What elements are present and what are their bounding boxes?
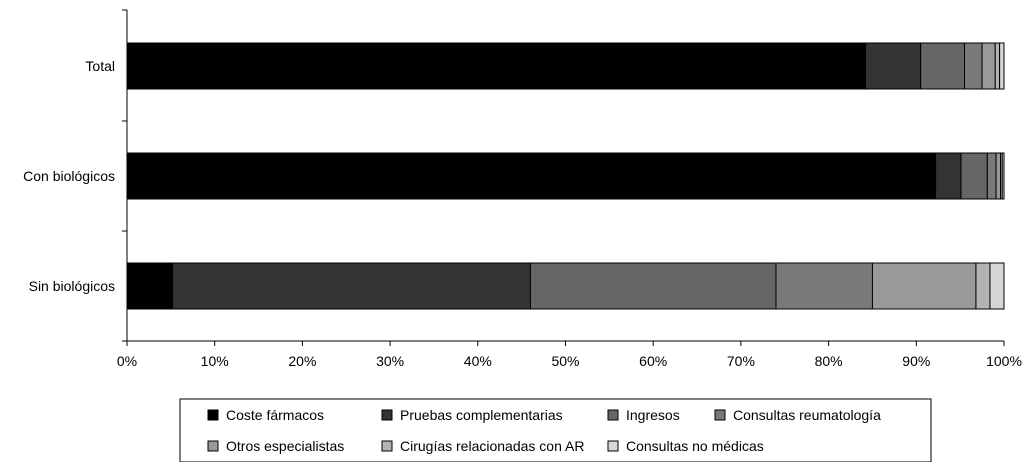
legend: Coste fármacos Pruebas complementarias Ing…: [179, 398, 932, 462]
x-tick-label: 50%: [551, 353, 579, 369]
x-tick-label: 70%: [727, 353, 755, 369]
x-tick-label: 60%: [639, 353, 667, 369]
bar-segment-sin-biologicos-pruebas-complementarias: [172, 262, 531, 310]
legend-swatch-cirugias-relacionadas-con-ar: [381, 440, 393, 452]
bar-segment-total-consultas-reumatologia: [964, 42, 983, 90]
legend-label-cirugias-relacionadas-con-ar: Cirugías relacionadas con AR: [400, 438, 584, 454]
x-tick-label: 40%: [464, 353, 492, 369]
bar-segment-total-coste-farmacos: [126, 42, 866, 90]
legend-label-otros-especialistas: Otros especialistas: [226, 438, 344, 454]
x-tick-label: 100%: [986, 353, 1022, 369]
bar-segment-sin-biologicos-consultas-reumatologia: [775, 262, 873, 310]
bar-segment-total-consultas-no-medicas: [999, 42, 1005, 90]
legend-swatch-consultas-reumatologia: [714, 409, 726, 421]
legend-swatch-ingresos: [607, 409, 619, 421]
legend-swatch-otros-especialistas: [207, 440, 219, 452]
legend-swatch-consultas-no-medicas: [607, 440, 619, 452]
category-label-con-biologicos: Con biológicos: [23, 168, 115, 184]
x-tick-label: 20%: [288, 353, 316, 369]
bar-segment-con-biologicos-consultas-no-medicas: [1001, 152, 1005, 200]
legend-box: [179, 398, 932, 462]
bar-segment-sin-biologicos-coste-farmacos: [126, 262, 174, 310]
legend-label-consultas-reumatologia: Consultas reumatología: [733, 407, 881, 423]
legend-label-consultas-no-medicas: Consultas no médicas: [626, 438, 764, 454]
axes-group: Total Con biológicos Sin biológicos 0% 10% 20…: [23, 9, 1022, 369]
category-label-total: Total: [85, 58, 115, 74]
category-label-sin-biologicos: Sin biológicos: [29, 278, 115, 294]
x-tick-label: 10%: [201, 353, 229, 369]
bar-segment-total-otros-especialistas: [981, 42, 996, 90]
bar-segment-total-ingresos: [920, 42, 966, 90]
legend-swatch-coste-farmacos: [207, 409, 219, 421]
bars-group: [126, 42, 1005, 310]
bar-segment-total-cirugias-relacionadas-con-ar: [994, 42, 1001, 90]
bar-segment-con-biologicos-coste-farmacos: [126, 152, 937, 200]
bar-segment-con-biologicos-consultas-reumatologia: [986, 152, 997, 200]
bar-segment-total-pruebas-complementarias: [864, 42, 922, 90]
bar-segment-sin-biologicos-ingresos: [529, 262, 777, 310]
bar-segment-con-biologicos-otros-especialistas: [995, 152, 1001, 200]
bar-segment-sin-biologicos-otros-especialistas: [871, 262, 977, 310]
x-tick-label: 80%: [815, 353, 843, 369]
legend-label-ingresos: Ingresos: [626, 407, 680, 423]
legend-label-coste-farmacos: Coste fármacos: [226, 407, 324, 423]
bar-segment-sin-biologicos-cirugias-relacionadas-con-ar: [975, 262, 991, 310]
bar-segment-sin-biologicos-consultas-no-medicas: [989, 262, 1005, 310]
legend-label-pruebas-complementarias: Pruebas complementarias: [400, 407, 563, 423]
bar-segment-con-biologicos-pruebas-complementarias: [935, 152, 962, 200]
x-tick-label: 30%: [376, 353, 404, 369]
legend-swatch-pruebas-complementarias: [381, 409, 393, 421]
x-tick-label: 0%: [117, 353, 137, 369]
bar-segment-con-biologicos-ingresos: [960, 152, 988, 200]
x-tick-label: 90%: [902, 353, 930, 369]
